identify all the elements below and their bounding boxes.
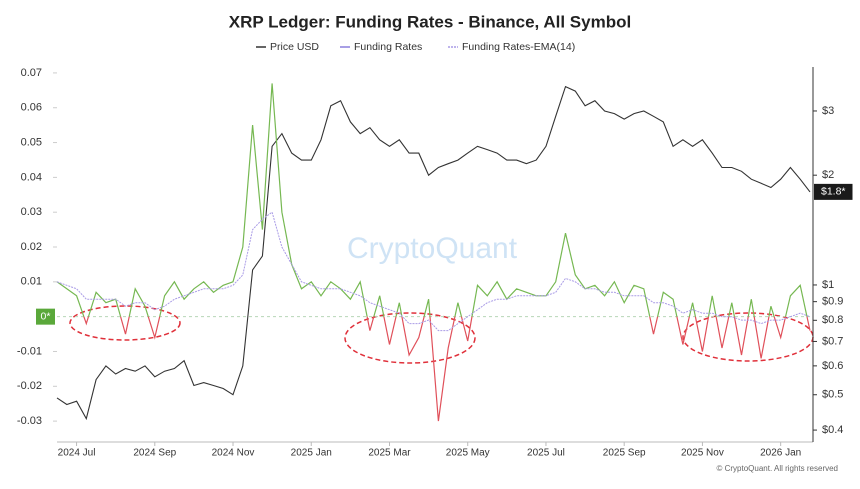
x-tick-label: 2026 Jan — [760, 448, 801, 459]
y-tick-label: 0.02 — [21, 241, 42, 253]
y-tick-label: 0.04 — [21, 171, 42, 183]
x-tick-label: 2025 Sep — [603, 448, 646, 459]
x-tick-label: 2025 Jan — [291, 448, 332, 459]
y2-tick-label: $0.9 — [822, 296, 843, 308]
legend-label: Funding Rates-EMA(14) — [462, 41, 575, 53]
watermark: CryptoQuant — [347, 232, 518, 265]
annotations — [69, 305, 814, 364]
y-tick-label: 0.01 — [21, 276, 42, 288]
highlight-ellipse — [69, 305, 181, 341]
y-tick-label: -0.01 — [17, 345, 42, 357]
x-tick-label: 2024 Nov — [212, 448, 255, 459]
y2-tick-label: $0.7 — [822, 335, 843, 347]
series-line — [56, 85, 811, 421]
current-value-label: $1.8* — [821, 186, 846, 198]
legend-label: Price USD — [270, 41, 319, 53]
x-tick-label: 2025 Nov — [681, 448, 724, 459]
current-value-box — [814, 183, 853, 200]
legend-label: Funding Rates — [354, 41, 422, 53]
y-tick-label: 0.05 — [21, 136, 42, 148]
chart-title: XRP Ledger: Funding Rates - Binance, All… — [229, 12, 631, 31]
y2-tick-label: $0.6 — [822, 360, 843, 372]
series-line — [56, 211, 811, 332]
y2-tick-label: $1 — [822, 279, 834, 291]
y2-tick-label: $0.5 — [822, 389, 843, 401]
current-value-box — [36, 308, 55, 325]
y-tick-label: 0.06 — [21, 102, 42, 114]
x-tick-label: 2024 Jul — [58, 448, 96, 459]
y-tick-label: 0.03 — [21, 206, 42, 218]
x-tick-label: 2025 Jul — [527, 448, 565, 459]
current-value-label: 0* — [41, 310, 51, 322]
y-tick-label: -0.02 — [17, 380, 42, 392]
x-tick-label: 2025 Mar — [368, 448, 411, 459]
x-tick-label: 2024 Sep — [133, 448, 176, 459]
y-tick-label: 0.07 — [21, 67, 42, 79]
footer: © CryptoQuant. All rights reserved — [717, 464, 839, 473]
y2-tick-label: $2 — [822, 169, 834, 181]
y-tick-label: -0.03 — [17, 415, 42, 427]
y2-tick-label: $3 — [822, 105, 834, 117]
y2-tick-label: $0.8 — [822, 314, 843, 326]
y2-tick-label: $0.4 — [822, 424, 843, 436]
x-tick-label: 2025 May — [446, 448, 490, 459]
highlight-ellipse — [344, 312, 476, 364]
funding-line-negative — [83, 316, 811, 422]
